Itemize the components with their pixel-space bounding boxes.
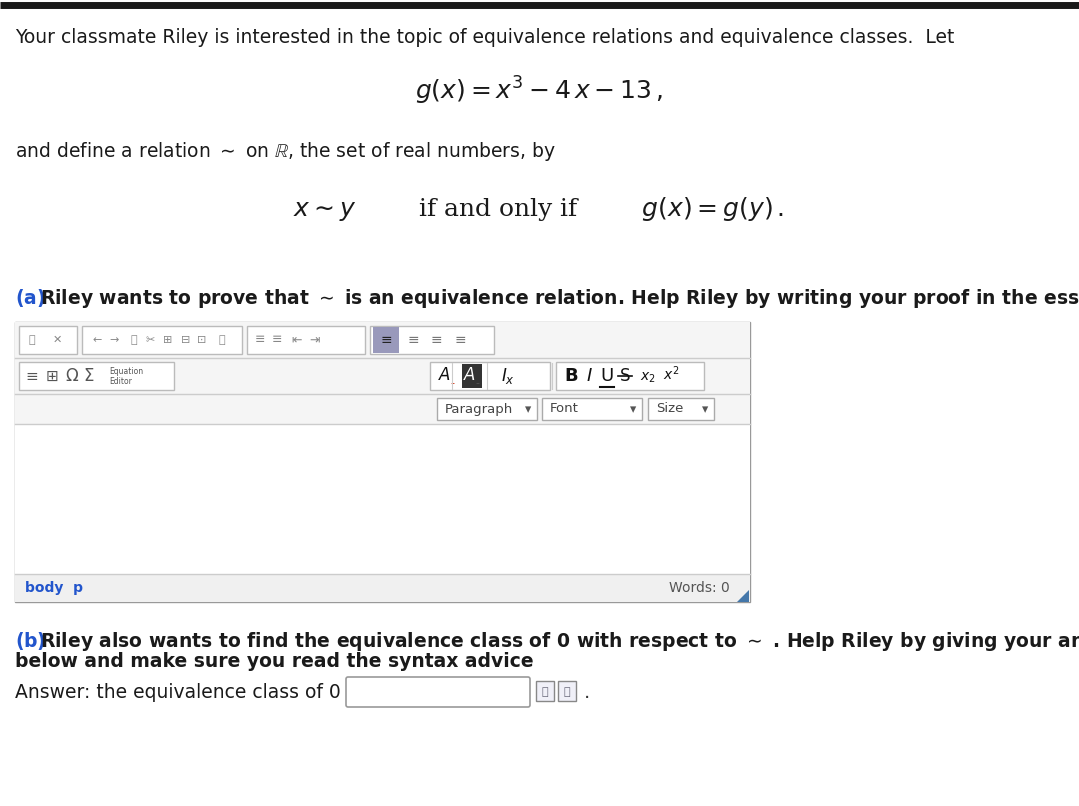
Text: ⊞: ⊞	[163, 335, 173, 345]
Bar	[82, 326, 242, 354]
Text: ⇥: ⇥	[310, 334, 320, 347]
Text: $A$: $A$	[464, 366, 477, 384]
Text: $x_{\mathit{2}}$: $x_{\mathit{2}}$	[640, 371, 656, 385]
Text: Font: Font	[550, 402, 578, 416]
Text: $g(x) = x^3 - 4\,x - 13\,,$: $g(x) = x^3 - 4\,x - 13\,,$	[415, 75, 664, 107]
Bar	[431, 362, 550, 390]
Bar	[247, 326, 365, 354]
Text: ✕: ✕	[52, 335, 62, 345]
Text: ≡: ≡	[272, 334, 283, 347]
Text: ✂: ✂	[146, 335, 154, 345]
Text: Size: Size	[656, 402, 683, 416]
Bar	[648, 398, 714, 420]
Polygon shape	[737, 590, 749, 602]
Bar	[15, 394, 750, 424]
Text: →: →	[109, 335, 119, 345]
Bar	[437, 398, 537, 420]
Bar	[15, 574, 750, 602]
Text: $A$: $A$	[464, 366, 477, 384]
Text: ▾: ▾	[702, 404, 708, 417]
Text: ≡: ≡	[431, 333, 441, 347]
Text: $\mathit{I}_x$: $\mathit{I}_x$	[501, 366, 515, 386]
Bar	[15, 322, 750, 358]
Text: ⊟: ⊟	[181, 335, 191, 345]
Text: 🔍: 🔍	[219, 335, 226, 345]
Text: ≡: ≡	[454, 333, 466, 347]
Text: body  p: body p	[25, 581, 83, 595]
Text: ≡: ≡	[255, 334, 265, 347]
Text: $x \sim y$ $\quad\quad$ if and only if $\quad\quad$ $g(x) = g(y)\,.$: $x \sim y$ $\quad\quad$ if and only if $…	[293, 195, 784, 223]
Text: ⬜: ⬜	[131, 335, 137, 345]
Text: Riley wants to prove that $\sim$ is an equivalence relation. Help Riley by writi: Riley wants to prove that $\sim$ is an e…	[40, 287, 1079, 310]
Bar	[373, 327, 399, 353]
Text: Your classmate Riley is interested in the topic of equivalence relations and equ: Your classmate Riley is interested in th…	[15, 28, 954, 47]
Text: ⇤: ⇤	[291, 334, 302, 347]
Text: S: S	[619, 367, 630, 385]
Text: $A$: $A$	[438, 366, 452, 384]
Text: Equation: Equation	[109, 367, 144, 376]
Text: below and make sure you read the syntax advice: below and make sure you read the syntax …	[15, 652, 534, 671]
Bar	[15, 358, 750, 394]
Text: ▾: ▾	[525, 404, 531, 417]
Text: 🖼: 🖼	[542, 687, 548, 697]
Bar	[558, 681, 576, 701]
Text: ≡: ≡	[407, 333, 419, 347]
Text: Σ: Σ	[84, 367, 94, 385]
FancyBboxPatch shape	[346, 677, 530, 707]
Text: B: B	[564, 367, 578, 385]
Bar	[556, 362, 704, 390]
Text: and define a relation $\sim$ on $\mathbb{R}$, the set of real numbers, by: and define a relation $\sim$ on $\mathbb…	[15, 140, 556, 163]
Bar	[462, 364, 482, 388]
Bar	[19, 326, 77, 354]
Bar	[542, 398, 642, 420]
Text: ≡: ≡	[26, 368, 39, 384]
Text: ▾: ▾	[630, 404, 637, 417]
Text: -: -	[450, 378, 454, 388]
Bar	[15, 424, 750, 574]
Text: $x^{\mathit{2}}$: $x^{\mathit{2}}$	[663, 364, 679, 384]
Text: ←: ←	[93, 335, 101, 345]
Text: $\mathbf{(b)}$: $\mathbf{(b)}$	[15, 630, 46, 652]
Bar	[19, 362, 174, 390]
Bar	[370, 326, 494, 354]
Text: Answer: the equivalence class of 0 is: Answer: the equivalence class of 0 is	[15, 683, 361, 701]
Text: Riley also wants to find the equivalence class of 0 with respect to $\sim$ . Hel: Riley also wants to find the equivalence…	[40, 630, 1079, 653]
Text: 📄: 📄	[563, 687, 571, 697]
Text: ⊡: ⊡	[197, 335, 207, 345]
Text: $\mathbf{(a)}$: $\mathbf{(a)}$	[15, 287, 45, 309]
Text: Words: 0: Words: 0	[669, 581, 730, 595]
Text: U: U	[600, 367, 614, 385]
Text: .: .	[584, 683, 590, 701]
Text: Ω: Ω	[66, 367, 79, 385]
Text: Editor: Editor	[109, 376, 132, 385]
Text: ≡: ≡	[380, 333, 392, 347]
Bar	[536, 681, 554, 701]
Text: I: I	[586, 367, 591, 385]
Bar	[15, 322, 750, 602]
Text: ⊞: ⊞	[45, 368, 58, 384]
Text: Paragraph: Paragraph	[445, 402, 514, 416]
Text: ⬛: ⬛	[29, 335, 36, 345]
Text: -: -	[475, 378, 479, 388]
